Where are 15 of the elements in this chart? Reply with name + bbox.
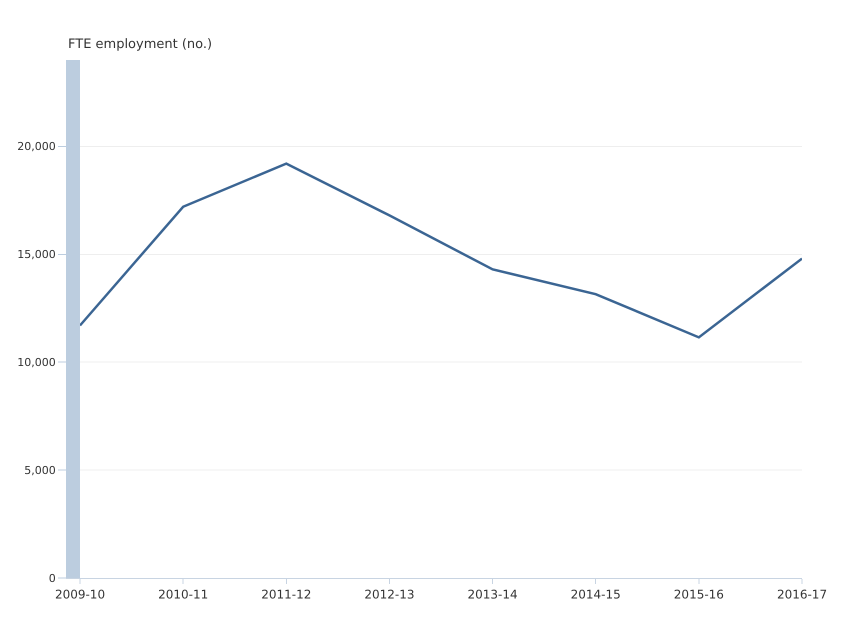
y-tick-label: 20,000 bbox=[17, 140, 56, 154]
y-tick-label: 0 bbox=[48, 572, 56, 585]
x-tick-label: 2009-10 bbox=[54, 587, 106, 602]
x-tick-label: 2012-13 bbox=[364, 587, 414, 602]
x-tick-label: 2010-11 bbox=[158, 587, 208, 602]
x-tick-label: 2015-16 bbox=[674, 587, 724, 602]
line-series bbox=[80, 162, 802, 339]
y-tick-label: 5,000 bbox=[24, 464, 56, 477]
x-tick-label: 2011-12 bbox=[261, 587, 312, 602]
y-tick-label: 15,000 bbox=[17, 248, 56, 262]
x-tick-label: 2013-14 bbox=[468, 587, 518, 602]
y-tick-label: 10,000 bbox=[17, 356, 56, 370]
y-axis-title: FTE employment (no.) bbox=[68, 37, 212, 52]
x-tick-label: 2016-17 bbox=[776, 587, 828, 602]
x-tick-label: 2014-15 bbox=[570, 587, 621, 602]
